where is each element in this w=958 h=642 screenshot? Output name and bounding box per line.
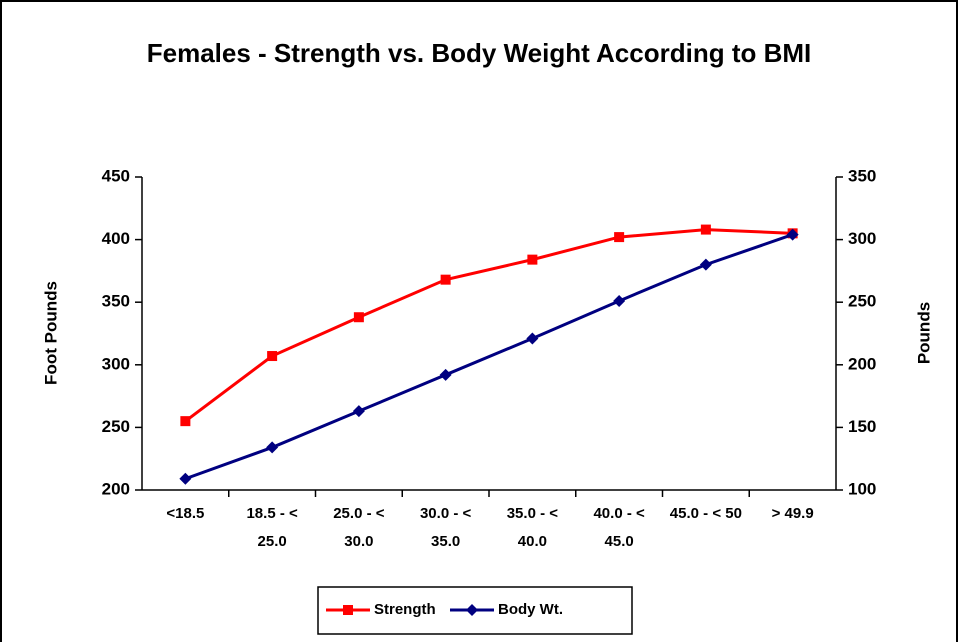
y2-tick-label: 100: [848, 479, 876, 498]
point: [613, 294, 626, 307]
x-tick-label: <18.5: [166, 505, 205, 522]
y2-tick-label: 250: [848, 292, 876, 311]
x-tick-label: 18.5 - < 25.0: [246, 505, 298, 550]
legend-marker: [466, 604, 478, 616]
x-tick-label: 35.0 - < 40.0: [506, 505, 559, 550]
x-tick-label: 30.0 - < 35.0: [419, 505, 472, 550]
y2-tick-label: 350: [848, 166, 876, 185]
x-tick-label: 40.0 - < 45.0: [593, 505, 645, 550]
legend-label: Strength: [374, 601, 436, 618]
legend-label: Body Wt.: [498, 601, 563, 618]
point: [180, 416, 191, 427]
y-tick-label: 450: [102, 166, 130, 185]
point: [439, 368, 452, 381]
point: [267, 351, 278, 362]
y-tick-label: 300: [102, 354, 130, 373]
chart-title: Females - Strength vs. Body Weight Accor…: [146, 38, 812, 68]
point: [266, 441, 279, 454]
y-tick-label: 400: [102, 229, 130, 248]
x-tick-label: 25.0 - < 30.0: [333, 505, 385, 550]
y2-tick-label: 300: [848, 229, 876, 248]
point: [699, 258, 712, 271]
legend-marker: [343, 605, 353, 615]
y2-tick-label: 200: [848, 354, 876, 373]
y2-tick-label: 150: [848, 417, 876, 436]
point: [786, 228, 799, 241]
point: [440, 274, 451, 285]
point: [700, 224, 711, 235]
point: [179, 472, 192, 485]
x-tick-label: > 49.9: [771, 505, 814, 522]
series-line: [184, 228, 793, 423]
point: [526, 332, 539, 345]
y-axis-label: Foot Pounds: [41, 281, 60, 385]
point: [353, 312, 364, 323]
series-line: [184, 233, 794, 481]
y2-axis-label: Pounds: [914, 302, 933, 364]
point: [527, 254, 538, 265]
y-tick-label: 250: [102, 417, 130, 436]
y-tick-label: 200: [102, 479, 130, 498]
y-tick-label: 350: [102, 292, 130, 311]
x-tick-label: 45.0 - < 50: [669, 505, 742, 522]
point: [352, 405, 365, 418]
point: [614, 232, 625, 243]
